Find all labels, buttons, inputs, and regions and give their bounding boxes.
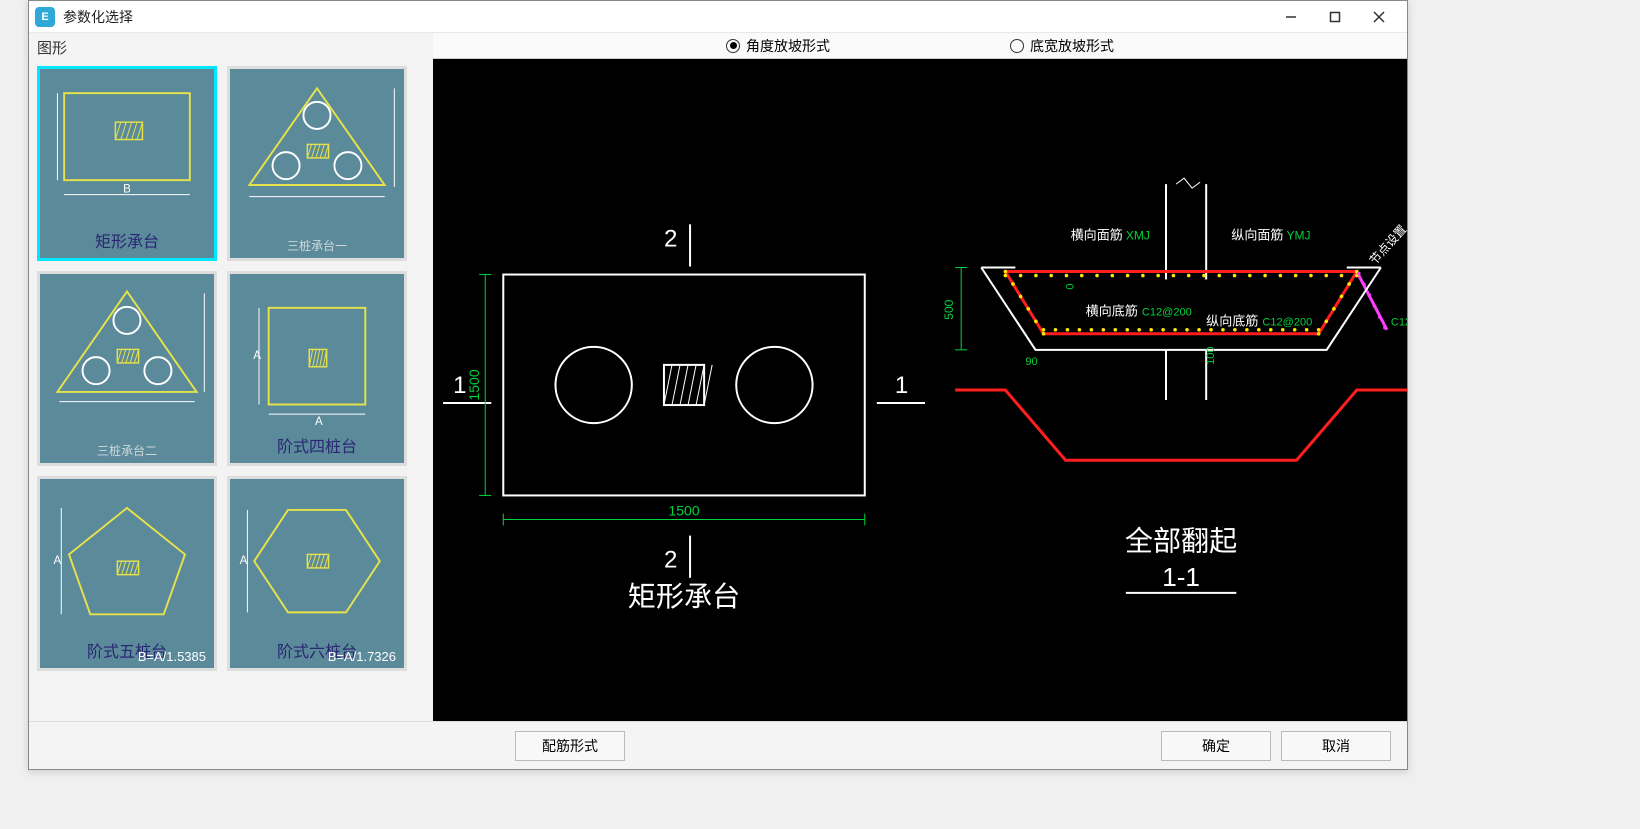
minimize-button[interactable] (1269, 2, 1313, 32)
thumb-tri3a-icon (230, 69, 404, 258)
thumb-label: 三桩承台一 (230, 237, 404, 254)
cancel-button[interactable]: 取消 (1281, 731, 1391, 761)
svg-text:A: A (315, 416, 323, 428)
svg-text:全部翻起: 全部翻起 (1125, 526, 1237, 558)
svg-text:B: B (123, 184, 131, 196)
window-title: 参数化选择 (63, 7, 1269, 27)
thumb-label: 矩形承台 (95, 224, 159, 258)
shape-list-header: 图形 (29, 33, 433, 62)
radio-dot-icon (1010, 39, 1024, 53)
thumb-tri3b-icon (40, 274, 214, 463)
svg-text:1: 1 (895, 372, 908, 399)
shape-thumb[interactable]: A阶式六桩台B=A/1.7326 (227, 476, 407, 671)
svg-text:A: A (253, 350, 261, 362)
svg-text:1: 1 (453, 372, 466, 399)
shape-thumb[interactable]: 三桩承台一 (227, 66, 407, 261)
shape-list-panel: 图形 B矩形承台三桩承台一三桩承台二AA阶式四桩台A阶式五桩台B=A/1.538… (29, 33, 433, 721)
radio-dot-icon (726, 39, 740, 53)
shape-thumb-scroll[interactable]: B矩形承台三桩承台一三桩承台二AA阶式四桩台A阶式五桩台B=A/1.5385A阶… (29, 62, 433, 721)
shape-thumb[interactable]: 三桩承台二 (37, 271, 217, 466)
thumb-hexa-icon: A (230, 479, 404, 634)
radio-width-label: 底宽放坡形式 (1030, 36, 1114, 56)
titlebar: E 参数化选择 (29, 1, 1407, 33)
svg-text:纵向底筋: 纵向底筋 (1206, 314, 1258, 329)
svg-text:2: 2 (664, 547, 677, 574)
svg-text:0: 0 (1065, 283, 1077, 289)
svg-text:100: 100 (1205, 346, 1217, 364)
app-icon: E (35, 7, 55, 27)
svg-text:横向底筋: 横向底筋 (1086, 304, 1138, 319)
svg-text:横向面筋: 横向面筋 (1071, 227, 1123, 242)
svg-text:矩形承台: 矩形承台 (628, 581, 740, 613)
svg-text:YMJ: YMJ (1287, 228, 1311, 242)
thumb-ratio: B=A/1.7326 (328, 649, 396, 664)
svg-text:C12@200: C12@200 (1142, 307, 1192, 319)
dialog-window: E 参数化选择 图形 B矩形承台三桩承台一三桩承台二AA阶式四桩台A阶式五桩台B… (28, 0, 1408, 770)
shape-thumb[interactable]: AA阶式四桩台 (227, 271, 407, 466)
button-row: 配筋形式 确定 取消 (29, 721, 1407, 769)
svg-text:XMJ: XMJ (1126, 228, 1150, 242)
thumb-sq4-icon: AA (230, 274, 404, 429)
rebar-form-button[interactable]: 配筋形式 (515, 731, 625, 761)
cad-preview: 221115001500矩形承台500090100横向面筋XMJ纵向面筋YMJ横… (433, 59, 1407, 721)
svg-text:90: 90 (1025, 356, 1037, 368)
thumb-rect-icon: B (40, 69, 214, 224)
preview-panel: 角度放坡形式 底宽放坡形式 221115001500矩形承台500090100横… (433, 33, 1407, 721)
thumb-penta-icon: A (40, 479, 214, 634)
close-button[interactable] (1357, 2, 1401, 32)
svg-text:A: A (240, 555, 248, 567)
shape-thumb[interactable]: A阶式五桩台B=A/1.5385 (37, 476, 217, 671)
svg-text:C12@200: C12@200 (1391, 317, 1407, 329)
svg-text:500: 500 (942, 299, 956, 319)
svg-text:1-1: 1-1 (1162, 562, 1200, 592)
radio-width-slope[interactable]: 底宽放坡形式 (1010, 36, 1114, 56)
thumb-ratio: B=A/1.5385 (138, 649, 206, 664)
svg-text:纵向面筋: 纵向面筋 (1231, 227, 1283, 242)
shape-thumb[interactable]: B 矩形承台 (37, 66, 217, 261)
slope-mode-row: 角度放坡形式 底宽放坡形式 (433, 33, 1407, 59)
thumb-label: 阶式四桩台 (277, 429, 357, 463)
svg-text:1500: 1500 (668, 503, 699, 519)
svg-text:1500: 1500 (466, 369, 482, 400)
window-controls (1269, 2, 1401, 32)
svg-text:节点设置: 节点设置 (1367, 222, 1407, 267)
radio-angle-slope[interactable]: 角度放坡形式 (726, 36, 830, 56)
ok-button[interactable]: 确定 (1161, 731, 1271, 761)
radio-angle-label: 角度放坡形式 (746, 36, 830, 56)
svg-text:2: 2 (664, 225, 677, 252)
svg-text:A: A (54, 555, 62, 567)
maximize-button[interactable] (1313, 2, 1357, 32)
svg-text:C12@200: C12@200 (1262, 317, 1312, 329)
thumb-label: 三桩承台二 (40, 442, 214, 459)
